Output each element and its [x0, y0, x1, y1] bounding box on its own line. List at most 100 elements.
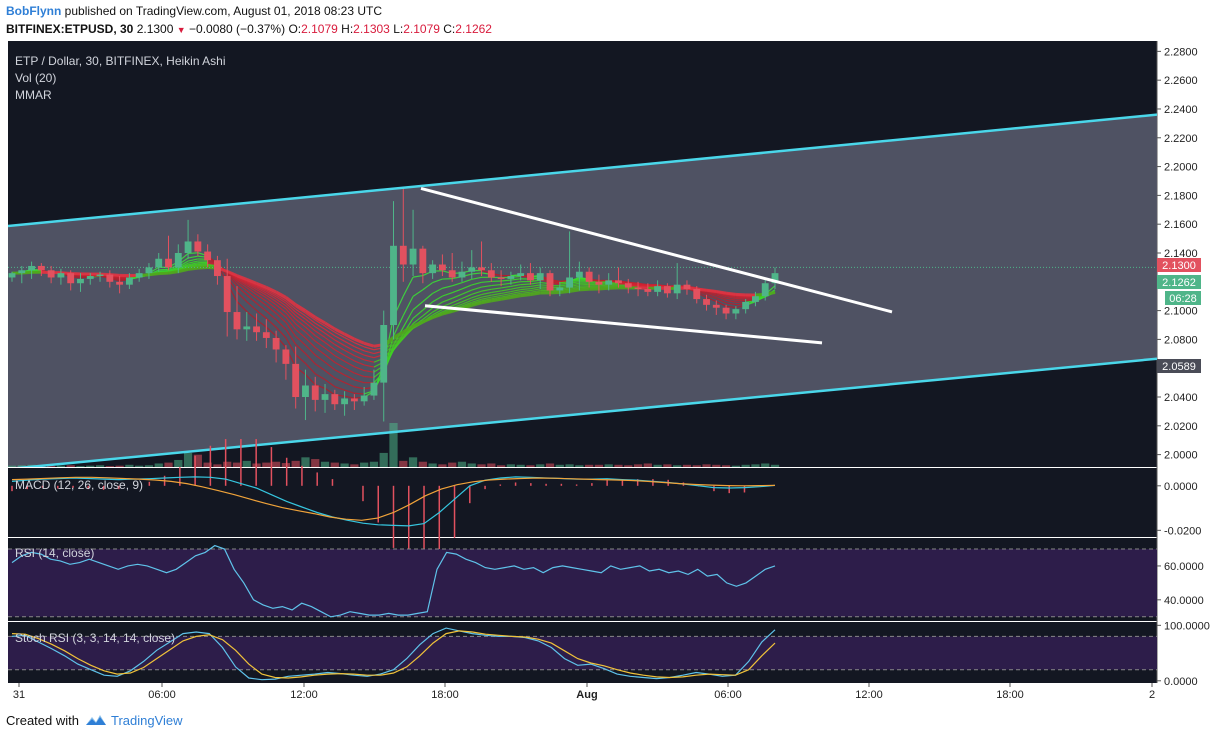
channel-top-line[interactable]	[8, 113, 1157, 228]
mmar-segment	[471, 293, 482, 299]
mmar-segment	[285, 316, 297, 330]
volume-bar	[692, 465, 701, 467]
channel-bottom-line[interactable]	[8, 357, 1157, 469]
mmar-segment	[354, 355, 365, 361]
rsi-legend[interactable]: RSI (14, close)	[15, 546, 94, 560]
mmar-segment	[187, 264, 198, 268]
volume-bar	[272, 461, 281, 467]
indicator-tick-label: 100.0000	[1164, 620, 1210, 632]
mmar-segment	[334, 339, 345, 347]
candle-body	[546, 273, 554, 291]
mmar-segment	[314, 326, 326, 334]
mmar-segment	[295, 306, 306, 314]
author-name[interactable]: BobFlynn	[6, 4, 62, 18]
candle-body	[28, 265, 35, 271]
stoch-legend[interactable]: Stoch RSI (3, 3, 14, 14, close)	[15, 631, 175, 645]
candle-body	[722, 307, 730, 314]
mmar-segment	[256, 309, 267, 319]
mmar-segment	[706, 291, 717, 296]
mmar-segment	[481, 299, 492, 305]
mmar-segment	[393, 334, 404, 343]
mmar-segment	[305, 326, 316, 337]
time-tick-label: 06:00	[714, 689, 742, 701]
mmar-segment	[402, 296, 414, 316]
time-axis[interactable]	[8, 683, 1214, 704]
mmar-segment	[305, 344, 316, 356]
volume-bar	[565, 464, 574, 467]
symbol-line: BITFINEX:ETPUSD, 30	[6, 22, 134, 36]
volume-bar	[66, 465, 75, 467]
mmar-segment	[354, 360, 365, 366]
volume-bar	[536, 464, 545, 467]
close-value: 2.1262	[455, 22, 492, 36]
tradingview-brand[interactable]: TradingView	[110, 713, 183, 728]
mmar-segment	[510, 278, 521, 281]
mmar-segment	[275, 301, 287, 310]
mmar-segment	[491, 297, 502, 303]
mmar-legend[interactable]: MMAR	[15, 88, 52, 102]
mmar-segment	[295, 311, 306, 320]
mmar-segment	[324, 370, 336, 379]
mmar-segment	[481, 294, 492, 298]
mmar-segment	[481, 298, 492, 302]
mmar-segment	[364, 364, 375, 368]
volume-bar	[115, 465, 124, 467]
macd-legend[interactable]: MACD (12, 26, close, 9)	[15, 478, 143, 492]
mmar-segment	[491, 283, 502, 287]
mmar-segment	[638, 285, 648, 287]
time-tick-label: 12:00	[290, 689, 318, 701]
mmar-segment	[363, 346, 375, 351]
mmar-segment	[197, 263, 208, 266]
mmar-segment	[579, 287, 590, 292]
candle-body	[732, 309, 740, 314]
time-axis-labels: 31 06:00 12:00 18:00 Aug 06:00 12:00 18:00 2	[13, 683, 1155, 701]
mmar-segment	[265, 305, 277, 314]
mmar-segment	[393, 338, 404, 349]
volume-bar	[555, 464, 564, 467]
wedge-upper-trendline[interactable]	[420, 187, 893, 314]
mmar-segment	[275, 304, 287, 314]
volume-bar	[721, 465, 731, 467]
mmar-segment	[197, 264, 208, 267]
mmar-segment	[432, 295, 443, 303]
mmar-segment	[236, 282, 248, 292]
volume-bar	[408, 457, 418, 467]
candle-body	[165, 258, 172, 268]
mmar-segment	[520, 285, 531, 288]
volume-bar	[496, 465, 506, 467]
series-line-rsi	[11, 544, 776, 618]
mmar-segment	[314, 322, 326, 330]
candle-body	[106, 274, 114, 282]
volume-bar	[487, 463, 496, 467]
mmar-segment	[422, 311, 433, 320]
volume-bar	[360, 462, 369, 467]
volume-bar	[301, 457, 310, 467]
mmar-segment	[461, 297, 472, 303]
main-legend[interactable]: ETP / Dollar, 30, BITFINEX, Heikin Ashi	[15, 54, 226, 68]
candle-body	[712, 304, 720, 308]
mmar-segment	[530, 281, 541, 285]
mmar-segment	[598, 286, 609, 291]
mmar-segment	[295, 308, 306, 317]
mmar-segment	[402, 309, 414, 328]
candle-body	[57, 273, 65, 278]
mmar-segment	[265, 326, 277, 337]
wedge-lower-trendline[interactable]	[424, 304, 823, 345]
mmar-segment	[314, 354, 326, 363]
mmar-segment	[256, 287, 267, 294]
vol-legend[interactable]: Vol (20)	[15, 71, 56, 85]
mmar-segment	[706, 288, 717, 294]
mmar-segment	[324, 379, 336, 388]
candle-body	[331, 394, 339, 405]
mmar-segment	[481, 288, 492, 292]
mmar-segment	[324, 387, 336, 396]
price-tick-label: 2.1800	[1164, 190, 1198, 202]
mmar-segment	[491, 294, 502, 298]
mmar-segment	[432, 312, 443, 320]
volume-bar	[428, 463, 437, 467]
mmar-segment	[314, 347, 326, 356]
candle-body	[302, 385, 309, 398]
volume-bar	[438, 464, 447, 467]
mmar-segment	[305, 337, 316, 348]
